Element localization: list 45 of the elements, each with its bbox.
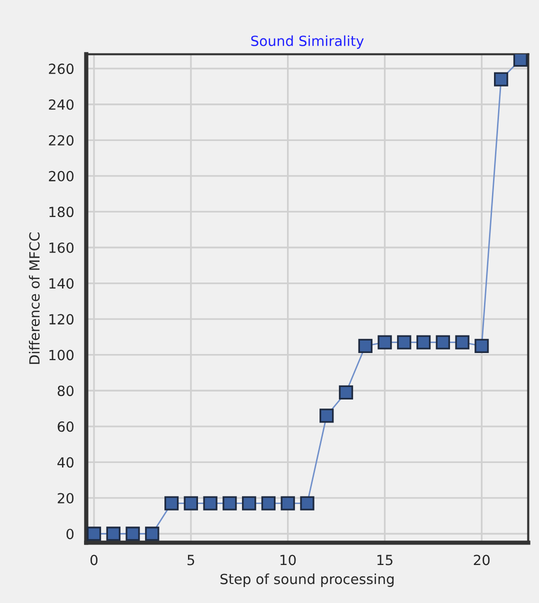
y-tick-label: 140	[49, 278, 74, 289]
x-axis-title: Step of sound processing	[220, 574, 394, 587]
point	[184, 496, 198, 510]
point	[126, 526, 140, 541]
point	[474, 338, 489, 353]
y-tick-label: 120	[49, 314, 74, 325]
point	[280, 496, 295, 510]
point	[300, 496, 314, 510]
x-tick-label: 15	[377, 554, 392, 566]
y-tick-label: 100	[49, 350, 74, 360]
y-tick-label: 160	[49, 242, 74, 253]
point	[164, 496, 179, 510]
y-tick-label: 40	[57, 457, 74, 468]
point	[338, 385, 354, 400]
point	[242, 496, 256, 510]
y-tick-label: 200	[48, 170, 74, 182]
x-tick-label: 10	[280, 554, 296, 566]
y-tick-label: 80	[58, 386, 74, 396]
point	[397, 335, 412, 350]
point	[261, 496, 276, 510]
point	[494, 72, 508, 86]
y-tick-label: 0	[66, 528, 74, 540]
y-tick-label: 180	[49, 206, 74, 218]
y-tick-label: 260	[48, 64, 74, 74]
point	[513, 54, 528, 67]
point	[106, 526, 120, 541]
point	[320, 408, 334, 423]
point	[378, 335, 392, 350]
y-tick-label: 20	[58, 492, 74, 504]
x-tick-label: 0	[90, 554, 98, 566]
point	[145, 526, 160, 541]
y-tick-label: 220	[48, 135, 74, 146]
y-tick-label: 240	[48, 99, 74, 110]
point	[358, 338, 372, 353]
y-tick-label: 60	[58, 421, 74, 432]
point	[455, 335, 470, 350]
point	[416, 335, 431, 350]
chart-title: Sound Simirality	[251, 35, 364, 49]
point	[203, 496, 218, 510]
x-tick-label: 5	[188, 554, 194, 566]
point	[86, 526, 102, 541]
x-tick-label: 20	[474, 554, 490, 566]
point	[436, 335, 450, 350]
y-axis-title: Difference of MFCC	[28, 232, 40, 364]
point	[222, 496, 237, 510]
